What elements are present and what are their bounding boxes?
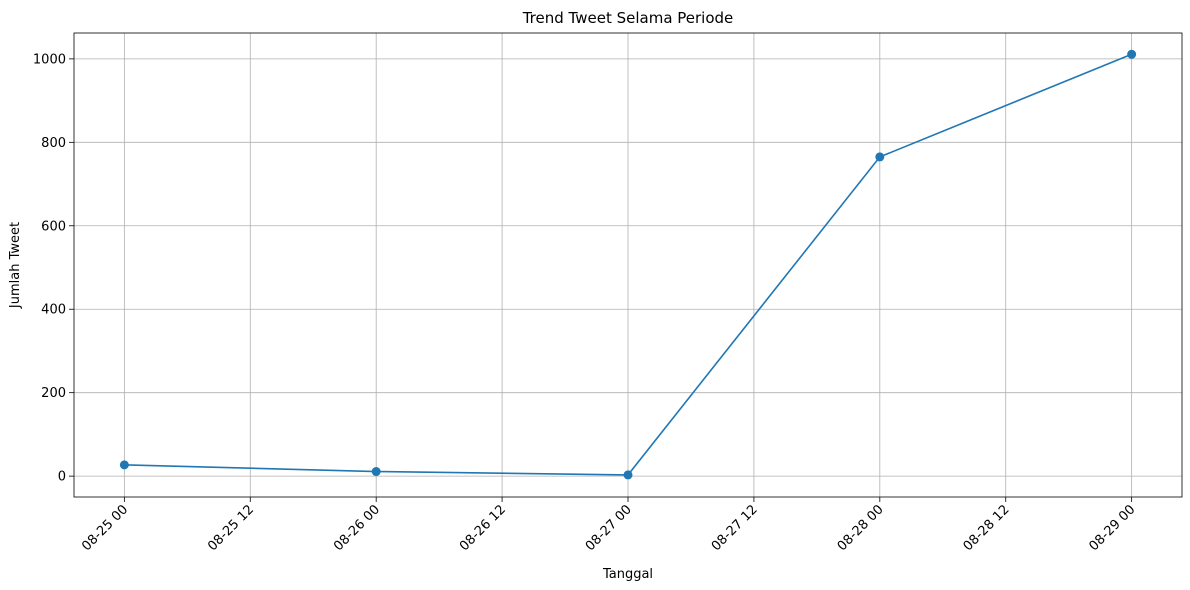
y-tick-label: 0 bbox=[58, 470, 66, 485]
y-tick-label: 400 bbox=[41, 303, 66, 318]
x-tick-label: 08-28 00 bbox=[835, 502, 887, 554]
labels: Trend Tweet Selama Periode Tanggal Jumla… bbox=[8, 9, 733, 582]
x-tick-label: 08-27 12 bbox=[709, 502, 761, 554]
y-tick-label: 800 bbox=[41, 136, 66, 151]
data-point bbox=[623, 470, 633, 480]
y-axis-label: Jumlah Tweet bbox=[8, 222, 23, 309]
chart-title: Trend Tweet Selama Periode bbox=[522, 9, 734, 27]
x-tick-label: 08-25 00 bbox=[79, 502, 131, 554]
y-tick-label: 1000 bbox=[33, 52, 66, 67]
y-tick-label: 200 bbox=[41, 386, 66, 401]
x-tick-label: 08-25 12 bbox=[205, 502, 257, 554]
data-point bbox=[119, 460, 129, 470]
grid bbox=[74, 33, 1182, 497]
x-tick-label: 08-28 12 bbox=[961, 502, 1013, 554]
data-point bbox=[371, 467, 381, 477]
x-tick-label: 08-26 12 bbox=[457, 502, 509, 554]
series-layer bbox=[119, 49, 1137, 480]
data-point bbox=[875, 152, 885, 162]
data-point bbox=[1127, 49, 1137, 59]
plot-frame bbox=[73, 32, 1183, 498]
x-tick-label: 08-27 00 bbox=[583, 502, 635, 554]
x-axis-label: Tanggal bbox=[602, 567, 653, 582]
x-tick-label: 08-29 00 bbox=[1087, 502, 1139, 554]
y-tick-label: 600 bbox=[41, 219, 66, 234]
x-tick-label: 08-26 00 bbox=[331, 502, 383, 554]
